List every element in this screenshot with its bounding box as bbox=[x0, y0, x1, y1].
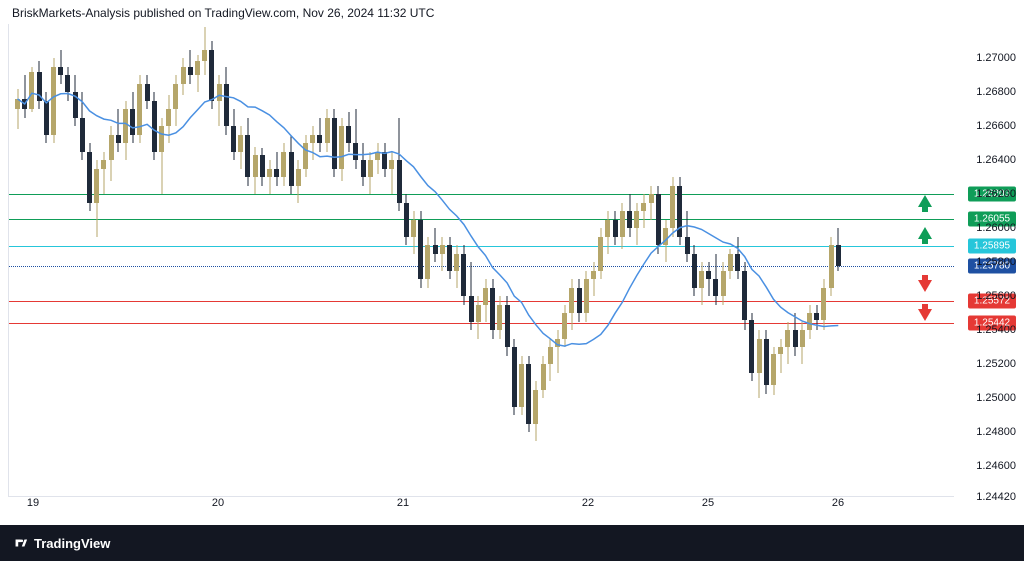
chart-header: BriskMarkets-Analysis published on Tradi… bbox=[12, 6, 434, 20]
y-tick-label: 1.24420 bbox=[976, 491, 1016, 503]
y-tick-label: 1.24800 bbox=[976, 426, 1016, 438]
y-tick-label: 1.25400 bbox=[976, 324, 1016, 336]
y-tick-label: 1.25000 bbox=[976, 392, 1016, 404]
y-tick-label: 1.26600 bbox=[976, 120, 1016, 132]
y-tick-label: 1.24600 bbox=[976, 460, 1016, 472]
y-tick-label: 1.26000 bbox=[976, 222, 1016, 234]
x-tick-label: 21 bbox=[397, 497, 409, 509]
y-tick-label: 1.26400 bbox=[976, 154, 1016, 166]
y-tick-label: 1.25200 bbox=[976, 358, 1016, 370]
y-axis: 1.27000 1.26800 1.26600 1.26400 1.26200 1.260… bbox=[964, 24, 1024, 497]
footer-bar: TradingView bbox=[0, 525, 1024, 561]
x-tick-label: 22 bbox=[582, 497, 594, 509]
x-tick-label: 26 bbox=[832, 497, 844, 509]
x-tick-label: 25 bbox=[702, 497, 714, 509]
y-tick-label: 1.27000 bbox=[976, 52, 1016, 64]
y-tick-label: 1.26200 bbox=[976, 188, 1016, 200]
tradingview-logo: TradingView bbox=[12, 535, 110, 551]
footer-text: TradingView bbox=[34, 536, 110, 551]
x-tick-label: 19 bbox=[27, 497, 39, 509]
moving-average-line bbox=[9, 24, 954, 496]
chart-plot-area[interactable]: 1.262031.260551.258951.257801.255721.254… bbox=[8, 24, 954, 497]
y-tick-label: 1.25800 bbox=[976, 256, 1016, 268]
tradingview-icon bbox=[12, 535, 28, 551]
y-tick-label: 1.25600 bbox=[976, 290, 1016, 302]
y-tick-label: 1.26800 bbox=[976, 86, 1016, 98]
x-tick-label: 20 bbox=[212, 497, 224, 509]
x-axis: 19 20 21 22 25 26 bbox=[8, 497, 954, 517]
